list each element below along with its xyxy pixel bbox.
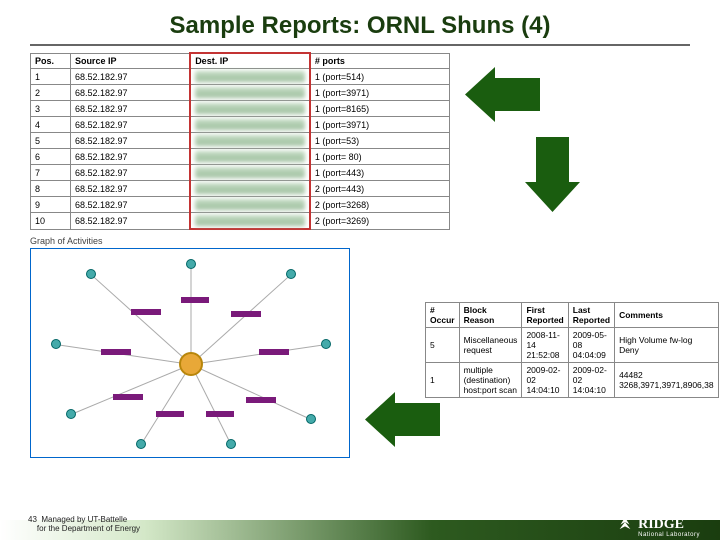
arrow-left-2 xyxy=(365,392,440,447)
table1-header: Pos. xyxy=(31,53,71,69)
table1-cell: 68.52.182.97 xyxy=(70,181,190,197)
table1-cell: 2 (port=443) xyxy=(310,181,450,197)
table1-cell: 68.52.182.97 xyxy=(70,69,190,85)
table1-cell: 7 xyxy=(31,165,71,181)
table1-cell xyxy=(190,101,310,117)
table1-cell xyxy=(190,85,310,101)
table1-cell xyxy=(190,117,310,133)
table1-cell xyxy=(190,197,310,213)
table2-cell: multiple (destination) host:port scan xyxy=(459,363,522,398)
table2-cell: 44482 3268,3971,3971,8906,38 xyxy=(615,363,719,398)
footer-line2: for the Department of Energy xyxy=(37,524,140,533)
table1-cell xyxy=(190,165,310,181)
ports-table: Pos.Source IPDest. IP# ports168.52.182.9… xyxy=(30,52,450,230)
table1-cell: 1 (port=53) xyxy=(310,133,450,149)
table1-header: Source IP xyxy=(70,53,190,69)
table1-cell: 9 xyxy=(31,197,71,213)
table2-header: # Occur xyxy=(426,303,460,328)
table2-header: Block Reason xyxy=(459,303,522,328)
table1-cell: 6 xyxy=(31,149,71,165)
table1-cell: 5 xyxy=(31,133,71,149)
table1-cell xyxy=(190,149,310,165)
footer-logo: OAKRIDGE National Laboratory xyxy=(616,504,700,538)
table1-cell: 1 (port= 80) xyxy=(310,149,450,165)
graph-label: Graph of Activities xyxy=(30,236,450,246)
table2-header: First Reported xyxy=(522,303,568,328)
table1-cell: 68.52.182.97 xyxy=(70,197,190,213)
table1-cell: 2 xyxy=(31,85,71,101)
table1-header: # ports xyxy=(310,53,450,69)
table2-cell: 2009-05-08 04:04:09 xyxy=(568,328,614,363)
content-area: Pos.Source IPDest. IP# ports168.52.182.9… xyxy=(0,52,720,482)
table1-cell: 3 xyxy=(31,101,71,117)
logo-sub: National Laboratory xyxy=(638,532,700,538)
table1-cell xyxy=(190,69,310,85)
table1-cell xyxy=(190,133,310,149)
table1-cell: 8 xyxy=(31,181,71,197)
table1-cell: 68.52.182.97 xyxy=(70,149,190,165)
footer: 43 Managed by UT-Battelle for the Depart… xyxy=(0,492,720,540)
slide-title: Sample Reports: ORNL Shuns (4) xyxy=(0,0,720,44)
table1-cell: 68.52.182.97 xyxy=(70,101,190,117)
footer-text: 43 Managed by UT-Battelle for the Depart… xyxy=(28,516,140,534)
table1-cell: 1 (port=443) xyxy=(310,165,450,181)
table1-cell: 4 xyxy=(31,117,71,133)
table1-header: Dest. IP xyxy=(190,53,310,69)
table2-cell: Miscellaneous request xyxy=(459,328,522,363)
block-reason-table: # OccurBlock ReasonFirst ReportedLast Re… xyxy=(425,302,719,398)
table2-cell: 2009-02-02 14:04:10 xyxy=(522,363,568,398)
table1-cell: 2 (port=3268) xyxy=(310,197,450,213)
table2-cell: 5 xyxy=(426,328,460,363)
table1-cell: 1 (port=514) xyxy=(310,69,450,85)
table1-cell: 68.52.182.97 xyxy=(70,85,190,101)
table1-cell: 10 xyxy=(31,213,71,230)
arrow-down xyxy=(525,137,580,212)
logo-ridge: RIDGE xyxy=(638,517,684,532)
title-rule xyxy=(30,44,690,46)
arrow-left-1 xyxy=(465,67,540,122)
table1-cell: 68.52.182.97 xyxy=(70,213,190,230)
table1-cell xyxy=(190,213,310,230)
table2-container: # OccurBlock ReasonFirst ReportedLast Re… xyxy=(425,302,690,398)
activity-graph xyxy=(30,248,350,458)
table2-header: Comments xyxy=(615,303,719,328)
table2-cell: 2009-02-02 14:04:10 xyxy=(568,363,614,398)
table1-cell: 68.52.182.97 xyxy=(70,133,190,149)
footer-line1: Managed by UT-Battelle xyxy=(41,515,127,524)
table1-cell: 1 (port=8165) xyxy=(310,101,450,117)
table1-cell: 1 xyxy=(31,69,71,85)
logo-oak: OAK xyxy=(638,503,670,518)
table2-cell: 2008-11-14 21:52:08 xyxy=(522,328,568,363)
table1-cell: 68.52.182.97 xyxy=(70,165,190,181)
table2-cell: High Volume fw-log Deny xyxy=(615,328,719,363)
table1-cell xyxy=(190,181,310,197)
table1-cell: 1 (port=3971) xyxy=(310,117,450,133)
leaf-icon xyxy=(616,512,634,530)
table1-cell: 2 (port=3269) xyxy=(310,213,450,230)
table1-cell: 1 (port=3971) xyxy=(310,85,450,101)
page-number: 43 xyxy=(28,515,37,524)
table2-header: Last Reported xyxy=(568,303,614,328)
table1-cell: 68.52.182.97 xyxy=(70,117,190,133)
